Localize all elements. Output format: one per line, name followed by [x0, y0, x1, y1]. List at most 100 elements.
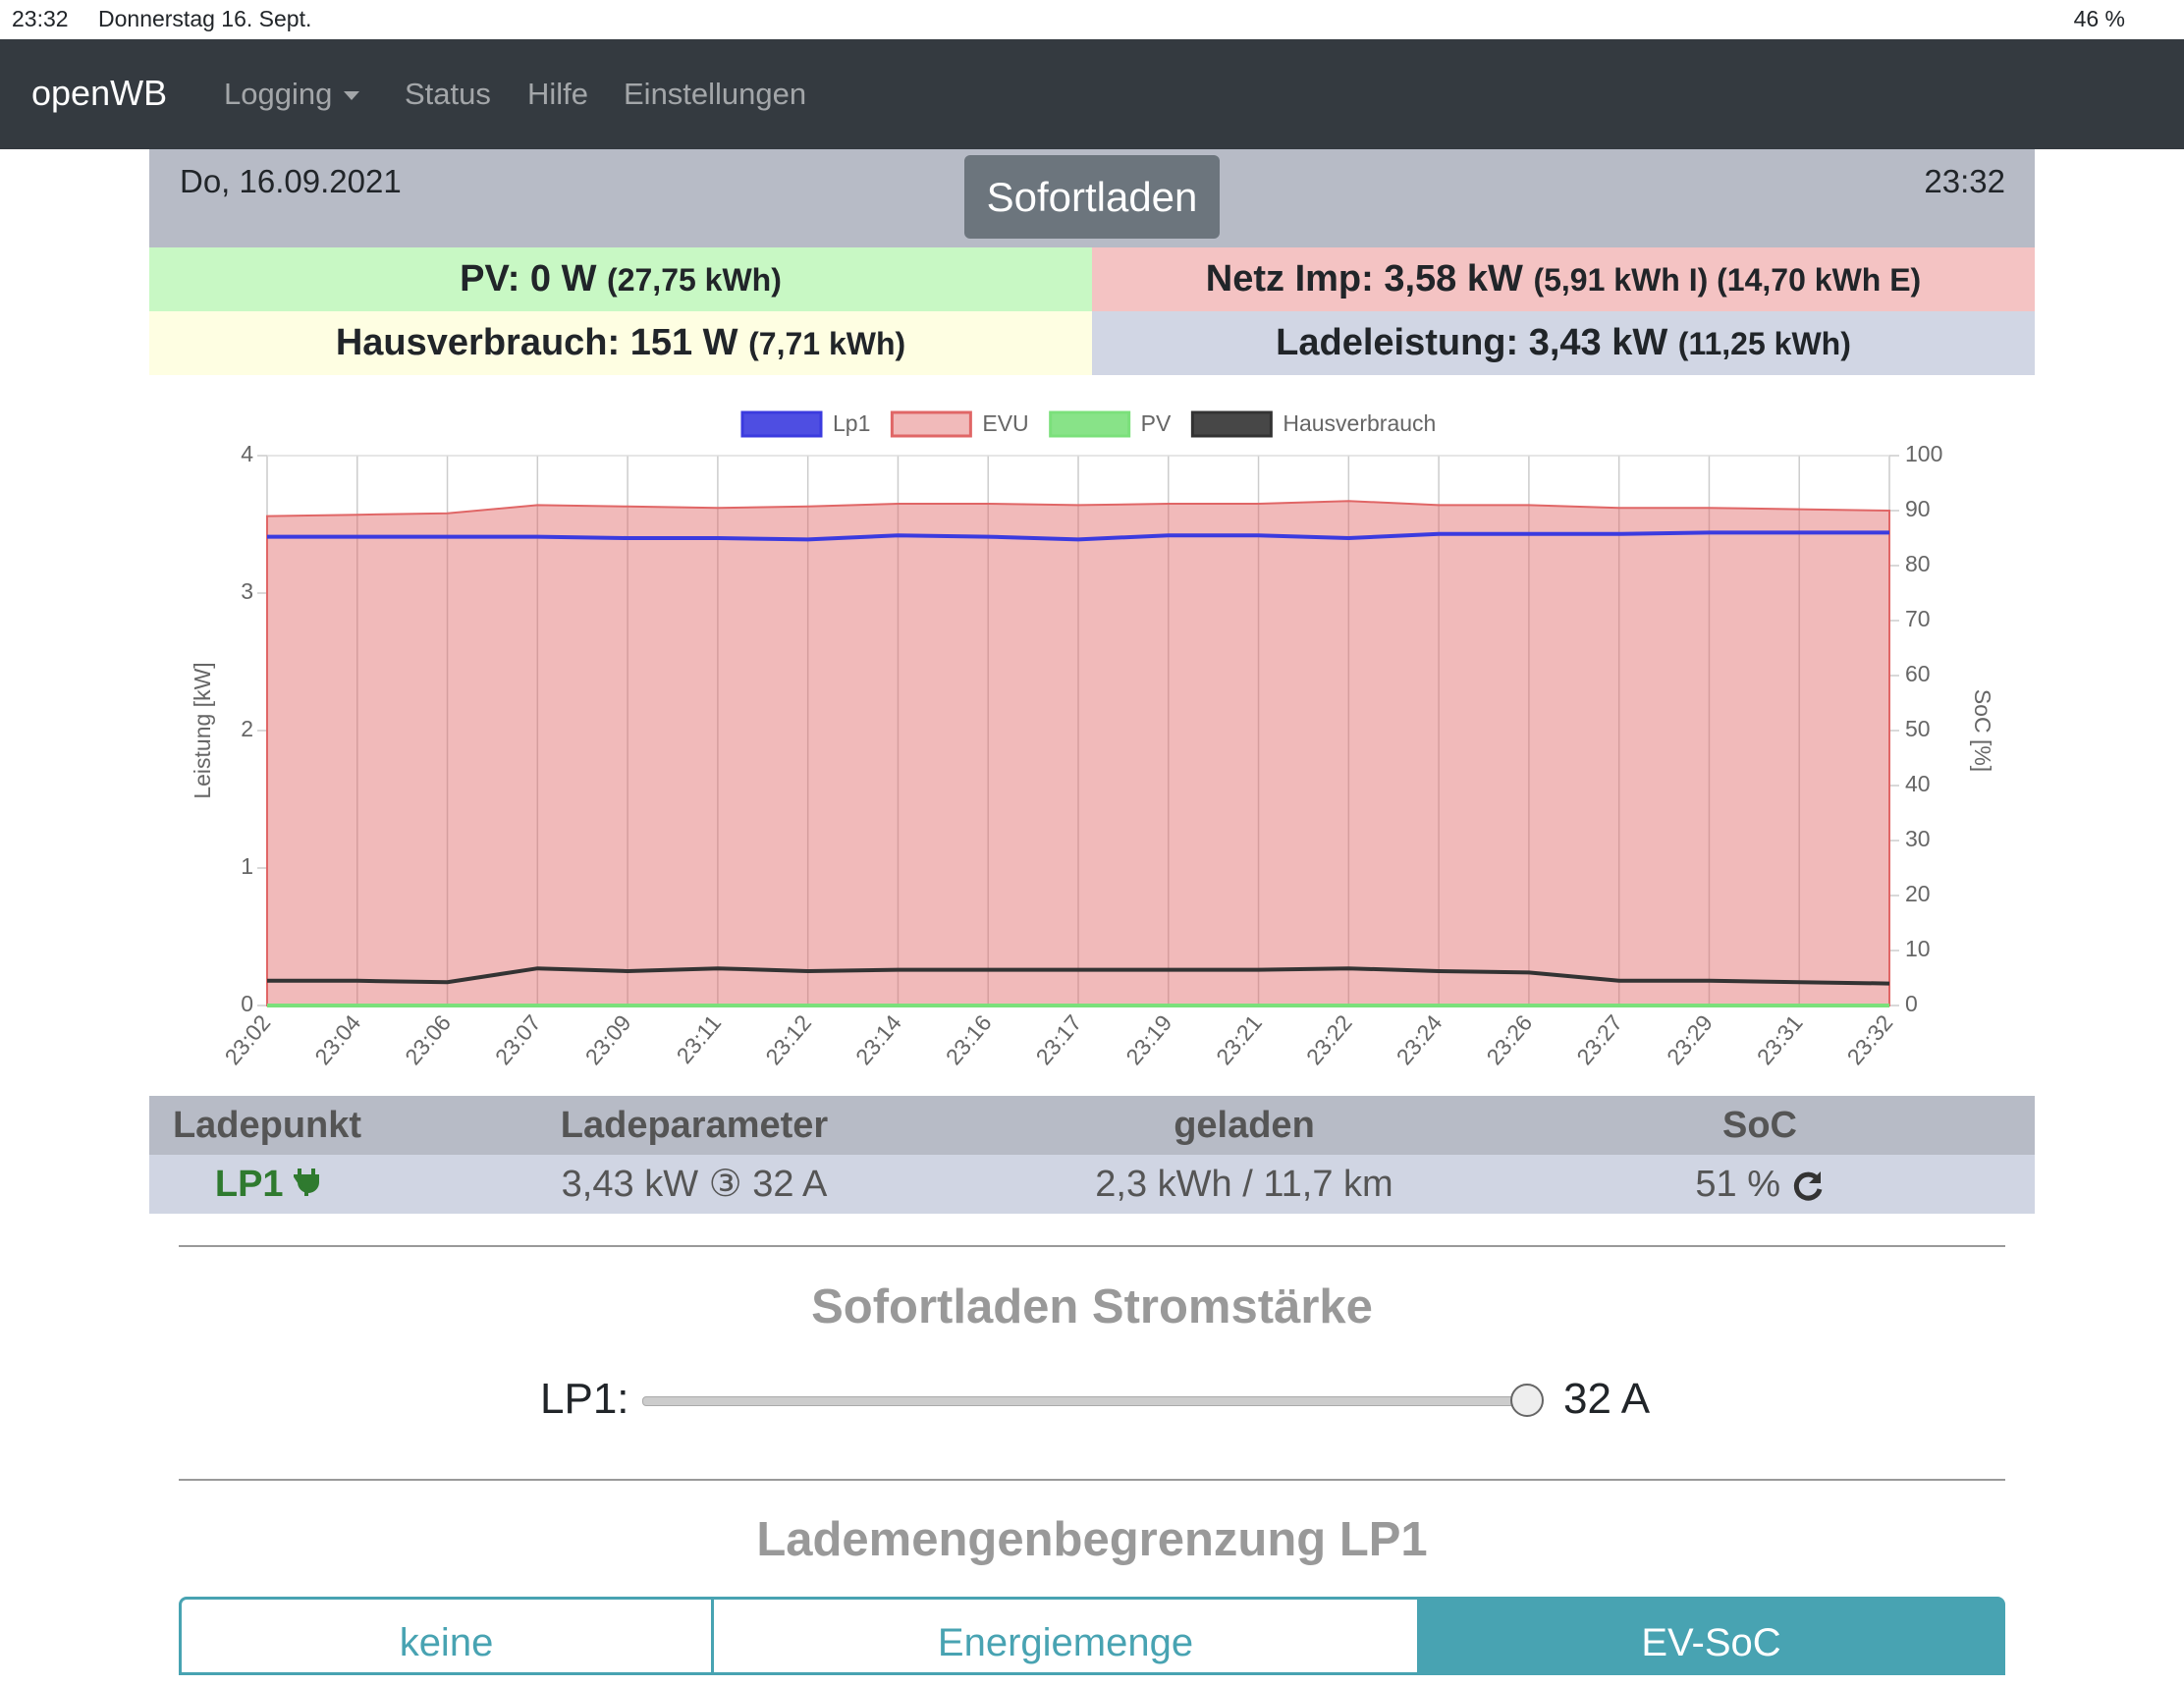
- y2-tick-label: 20: [1905, 881, 1931, 906]
- nav-label[interactable]: Logging: [224, 77, 333, 111]
- legend-label: Lp1: [833, 410, 870, 436]
- nav-item[interactable]: Logging: [224, 77, 360, 112]
- plug-icon: [292, 1169, 320, 1196]
- x-tick-label: 23:32: [1842, 1009, 1898, 1069]
- column-header: Ladepunkt: [172, 1105, 362, 1146]
- cell: 51 %: [1485, 1155, 2035, 1214]
- legend-label: Hausverbrauch: [1283, 410, 1436, 436]
- y2-axis-title: SoC [%]: [1970, 689, 1995, 772]
- y-tick-label: 3: [241, 578, 253, 604]
- refresh-icon[interactable]: [1791, 1169, 1825, 1203]
- navbar: openWB Logging Status Hilfe Einstellunge…: [0, 39, 2184, 149]
- slider-track[interactable]: [642, 1396, 1528, 1406]
- option-button[interactable]: Energiemenge: [711, 1597, 1420, 1675]
- chart: 23:02 23:04 23:06 23:07 23:09 23:11 23:12 23:14…: [190, 410, 1995, 1069]
- x-tick-label: 23:29: [1662, 1009, 1718, 1069]
- y2-tick-label: 10: [1905, 936, 1931, 961]
- slider-value: 32 A: [1563, 1375, 1651, 1423]
- y2-tick-label: 40: [1905, 771, 1931, 796]
- x-tick-label: 23:17: [1031, 1009, 1087, 1069]
- y-tick-label: 4: [241, 441, 253, 466]
- date: Donnerstag 16. Sept.: [98, 6, 312, 31]
- brand[interactable]: openWB: [31, 73, 168, 113]
- detail: (27,75 kWh): [607, 262, 782, 298]
- x-tick-label: 23:06: [400, 1009, 456, 1069]
- nav-item[interactable]: Hilfe: [527, 77, 589, 111]
- x-tick-label: 23:02: [220, 1009, 276, 1069]
- x-tick-label: 23:09: [580, 1009, 636, 1069]
- header-time: 23:32: [1924, 163, 2005, 199]
- area: [266, 500, 1890, 1006]
- detail: (5,91 kWh I) (14,70 kWh E): [1533, 262, 1922, 298]
- legend-label: EVU: [982, 410, 1028, 436]
- label: Hausverbrauch: 151 W: [335, 322, 738, 363]
- legend-swatch: [1049, 410, 1131, 438]
- cell: 2,3 kWh / 11,7 km: [1095, 1164, 1393, 1205]
- column-header: geladen: [1174, 1105, 1315, 1146]
- clock: 23:32: [12, 6, 69, 31]
- column-header: Ladeparameter: [560, 1105, 829, 1146]
- y2-tick-label: 80: [1905, 551, 1931, 576]
- x-tick-label: 23:27: [1571, 1009, 1627, 1069]
- status-bar: 23:32 Donnerstag 16. Sept. 46 %: [0, 0, 2184, 39]
- pv-summary: PV: 0 W (27,75 kWh): [149, 247, 1092, 311]
- x-tick-label: 23:04: [309, 1009, 365, 1069]
- soc: 51 %: [1695, 1164, 1781, 1205]
- line: [267, 966, 1890, 986]
- label: Ladeleistung: 3,43 kW: [1276, 322, 1668, 363]
- x-tick-label: 23:22: [1301, 1009, 1357, 1069]
- label: Netz Imp: 3,58 kW: [1205, 258, 1523, 299]
- nav-item[interactable]: Status: [405, 77, 491, 111]
- y2-tick-label: 60: [1905, 661, 1931, 686]
- x-tick-label: 23:14: [850, 1009, 906, 1069]
- mode-button[interactable]: Sofortladen: [964, 155, 1220, 239]
- y2-tick-label: 100: [1905, 441, 1942, 466]
- x-tick-label: 23:21: [1211, 1009, 1267, 1069]
- lp-name[interactable]: LP1: [214, 1164, 284, 1205]
- y-axis-title: Leistung [kW]: [190, 662, 215, 798]
- detail: (7,71 kWh): [748, 326, 906, 361]
- x-tick-label: 23:19: [1120, 1009, 1176, 1069]
- label: PV: 0 W: [460, 258, 597, 299]
- x-tick-label: 23:26: [1481, 1009, 1537, 1069]
- x-tick-label: 23:31: [1752, 1009, 1808, 1069]
- grid-summary: Netz Imp: 3,58 kW (5,91 kWh I) (14,70 kW…: [1092, 247, 2035, 311]
- y2-tick-label: 70: [1905, 606, 1931, 631]
- x-tick-label: 23:16: [941, 1009, 997, 1069]
- legend-label: PV: [1141, 410, 1172, 436]
- battery: 46 %: [2073, 6, 2125, 31]
- y-tick-label: 2: [241, 716, 253, 741]
- caret: [344, 91, 360, 101]
- x-tick-label: 23:24: [1392, 1009, 1447, 1069]
- y2-tick-label: 0: [1905, 991, 1918, 1016]
- option-button[interactable]: keine: [179, 1597, 714, 1675]
- section-title: Lademengenbegrenzung LP1: [756, 1513, 1428, 1566]
- y2-tick-label: 30: [1905, 826, 1931, 851]
- line: [267, 530, 1889, 542]
- header-date: Do, 16.09.2021: [180, 163, 402, 199]
- x-tick-label: 23:12: [760, 1009, 816, 1069]
- header: Do, 16.09.2021 Sofortladen 23:32: [149, 149, 2035, 247]
- legend-swatch: [740, 410, 823, 438]
- slider-thumb[interactable]: [1510, 1384, 1544, 1417]
- slider-label: LP1:: [540, 1375, 629, 1423]
- cell[interactable]: LP1: [149, 1155, 385, 1214]
- column-header: SoC: [1722, 1105, 1797, 1146]
- x-tick-label: 23:11: [672, 1009, 727, 1068]
- option-button[interactable]: EV-SoC: [1417, 1597, 2005, 1675]
- y-tick-label: 1: [241, 853, 253, 879]
- charge-table: Ladepunkt Ladeparameter geladen SoC LP1 …: [149, 1096, 2035, 1214]
- table-row: LP1 3,43 kW ③ 32 A 2,3 kWh / 11,7 km 51 …: [149, 1155, 2035, 1214]
- charge-summary: Ladeleistung: 3,43 kW (11,25 kWh): [1092, 311, 2035, 375]
- house-summary: Hausverbrauch: 151 W (7,71 kWh): [149, 311, 1092, 375]
- y-tick-label: 0: [241, 991, 253, 1016]
- divider: [179, 1245, 2005, 1247]
- nav-item[interactable]: Einstellungen: [624, 77, 807, 111]
- section-title: Sofortladen Stromstärke: [811, 1280, 1373, 1333]
- divider: [179, 1479, 2005, 1481]
- y2-tick-label: 50: [1905, 716, 1931, 741]
- y2-tick-label: 90: [1905, 496, 1931, 521]
- detail: (11,25 kWh): [1677, 326, 1851, 361]
